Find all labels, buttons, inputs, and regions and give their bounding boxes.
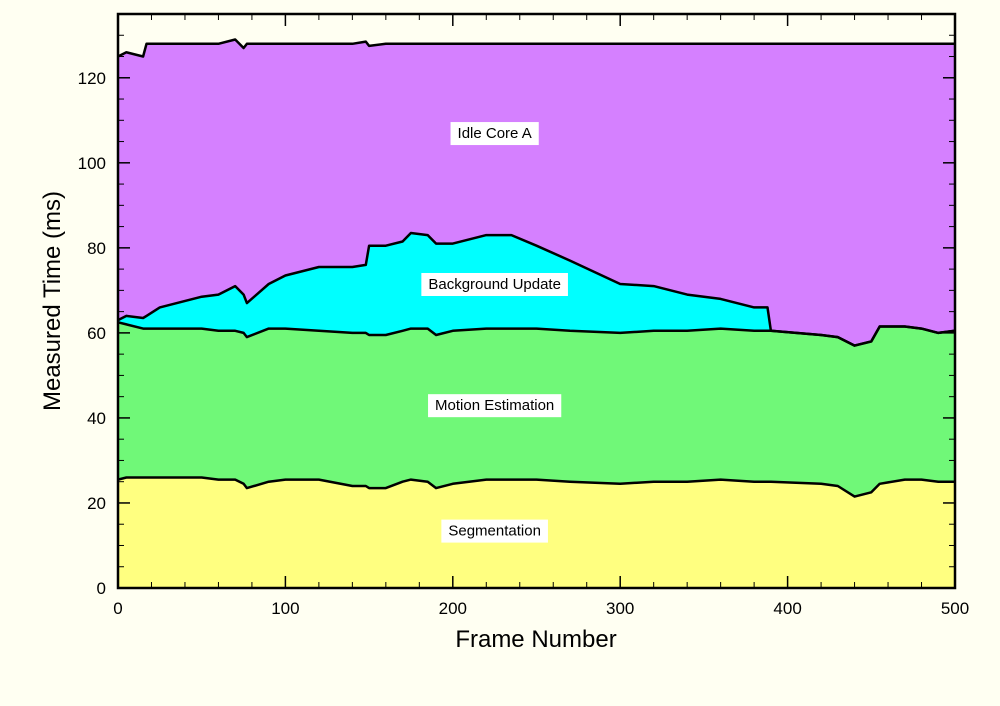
y-axis-title: Measured Time (ms) [39,191,66,411]
area-idle-core-a [118,39,955,346]
boundary-lines [117,38,956,498]
x-tick-label: 100 [271,599,299,618]
y-tick-label: 20 [87,494,106,513]
x-tick-label: 400 [773,599,801,618]
boundary-idle-core-a [117,38,955,58]
region-label: Segmentation [441,519,548,543]
region-label-text: Segmentation [448,523,541,540]
region-label-bg [441,519,548,543]
region-label-bg [450,122,539,146]
boundary-segmentation [117,476,955,498]
y-tick-label: 60 [87,324,106,343]
y-tick-label: 100 [78,154,106,173]
region-labels: Idle Core A Background Update Motion Estim… [421,122,568,543]
axis-ticks: 0 100 200 300 400 500 0 20 40 60 80 100 120 [78,13,969,618]
x-axis-title: Frame Number [455,626,616,653]
x-tick-label: 0 [113,599,122,618]
area-layers [118,39,955,588]
x-tick-label: 500 [941,599,969,618]
region-label: Background Update [421,272,568,296]
y-tick-label: 40 [87,409,106,428]
region-label-text: Motion Estimation [435,397,554,414]
boundary-background-update [117,231,956,347]
region-label: Motion Estimation [428,394,562,418]
region-label: Idle Core A [450,122,539,146]
y-tick-label: 80 [87,239,106,258]
y-tick-label: 0 [97,579,106,598]
region-label-bg [428,394,562,418]
region-label-bg [421,272,568,296]
y-tick-label: 120 [78,69,106,88]
plot-frame [116,12,957,590]
region-label-text: Background Update [428,276,561,293]
region-label-text: Idle Core A [458,125,532,142]
x-tick-label: 200 [439,599,467,618]
x-tick-label: 300 [606,599,634,618]
